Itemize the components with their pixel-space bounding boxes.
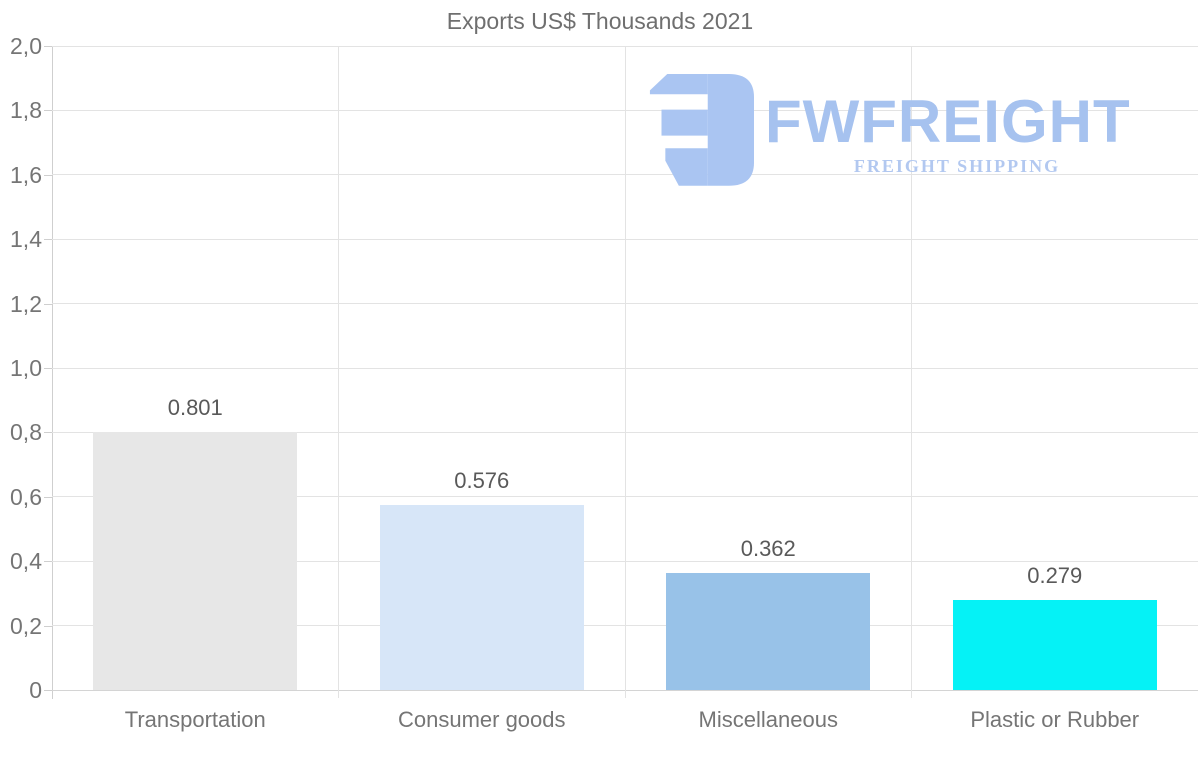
y-tick-mark [44, 303, 52, 305]
x-axis-label-plastic-or-rubber: Plastic or Rubber [970, 707, 1140, 732]
plot-area [52, 45, 1198, 698]
bar-transportation [93, 432, 298, 690]
fwfreight-logo-mark-icon [649, 74, 754, 186]
logo-name: FWFREIGHT [765, 88, 1131, 155]
bar-consumer-goods [379, 504, 584, 690]
x-axis-label-transportation: Transportation [124, 707, 266, 732]
x-axis-label-miscellaneous: Miscellaneous [698, 707, 838, 732]
bar-value-label: 0.362 [740, 536, 796, 562]
y-tick-label: 2,0 [10, 33, 42, 59]
y-tick-label: 0,6 [10, 483, 42, 510]
y-tick-label: 0,2 [10, 612, 42, 639]
column-divider-gridline [624, 46, 626, 698]
column-divider-gridline [911, 46, 912, 698]
y-tick-label: 1,8 [10, 97, 42, 124]
bar-miscellaneous [666, 573, 871, 690]
y-tick-mark [44, 432, 52, 434]
y-tick-mark [44, 110, 52, 112]
y-tick-mark [44, 174, 52, 176]
y-tick-mark [44, 561, 52, 563]
y-tick-label: 1,0 [10, 355, 42, 381]
x-axis-label-consumer-goods: Consumer goods [397, 707, 566, 732]
y-tick-label: 1,6 [10, 161, 42, 188]
y-tick-label: 0,4 [10, 548, 42, 575]
y-tick-mark [44, 496, 52, 498]
bar-plastic-or-rubber [952, 600, 1157, 690]
y-tick-label: 0 [29, 677, 42, 703]
y-tick-mark [44, 46, 52, 47]
column-divider-gridline [338, 46, 339, 698]
chart-title: Exports US$ Thousands 2021 [446, 8, 754, 34]
bar-value-label: 0.576 [454, 467, 510, 493]
fwfreight-logo: FWFREIGHT FREIGHT SHIPPING [645, 65, 1155, 190]
y-tick-mark [44, 690, 52, 691]
y-tick-mark [44, 239, 52, 241]
y-axis-line [52, 46, 53, 699]
y-tick-label: 0,8 [10, 419, 42, 446]
y-tick-label: 1,2 [10, 290, 42, 317]
y-tick-label: 1,4 [10, 226, 42, 253]
bar-value-label: 0.279 [1027, 563, 1083, 589]
bar-value-label: 0.801 [167, 395, 223, 421]
logo-tagline: FREIGHT SHIPPING [853, 156, 1061, 176]
y-tick-mark [44, 368, 52, 369]
y-tick-mark [44, 625, 52, 627]
